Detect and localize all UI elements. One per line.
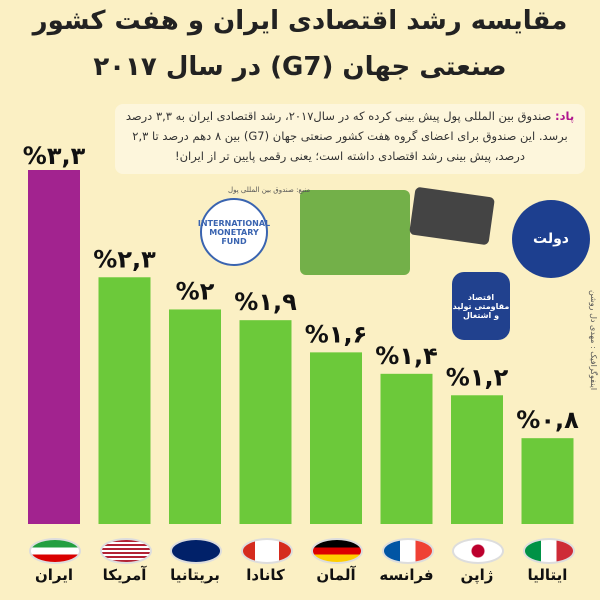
bar	[310, 352, 362, 524]
category-label: کانادا	[246, 566, 285, 584]
note-text: صندوق بین المللی پول پیش بینی کرده که در…	[125, 109, 568, 163]
source: منبع: صندوق بین المللی پول	[228, 186, 311, 194]
data-label: %۰,۸	[516, 406, 579, 434]
data-label: %۱,۲	[446, 363, 509, 391]
imf-logo: INTERNATIONAL MONETARY FUND	[198, 198, 270, 266]
category-label: بریتانیا	[170, 566, 220, 584]
flag-germany-icon	[311, 538, 363, 564]
bar	[451, 395, 503, 524]
flag-iran-icon	[29, 538, 81, 564]
category-label: فرانسه	[379, 566, 434, 584]
flag-japan-icon	[452, 538, 504, 564]
data-label: %۲	[176, 277, 215, 305]
dolat-logo: دولت	[512, 200, 590, 278]
bar	[239, 320, 292, 524]
bar	[380, 373, 433, 524]
money-stack-icon	[300, 190, 410, 275]
bar	[98, 277, 151, 524]
bar	[169, 309, 221, 524]
category-label: ایتالیا	[527, 566, 568, 584]
data-label: %۱,۴	[375, 342, 437, 370]
data-label: %۲,۳	[93, 245, 156, 273]
category-label: ژاپن	[460, 566, 494, 584]
flag-usa-icon	[99, 538, 152, 564]
credit: اینفوگرافیک : مهدی دل روشن	[589, 290, 598, 391]
category-label: ایران	[34, 566, 74, 584]
flag-italy-icon	[522, 538, 575, 564]
note-label: پاد:	[555, 109, 575, 123]
note-box: پاد: صندوق بین المللی پول پیش بینی کرده …	[115, 104, 585, 174]
bar	[28, 170, 80, 524]
eqtesad-logo: اقتصاد مقاومتی تولید و اشتغال	[452, 272, 510, 340]
title-line-2: صنعتی جهان (G7) در سال ۲۰۱۷	[93, 52, 507, 82]
data-label: %۱,۶	[305, 320, 367, 348]
bar	[521, 438, 574, 524]
data-label: %۱,۹	[234, 288, 297, 316]
title-line-1: مقایسه رشد اقتصادی ایران و هفت کشور	[32, 6, 568, 36]
data-label: %۳,۳	[23, 142, 86, 170]
flag-canada-icon	[240, 538, 293, 564]
category-label: آلمان	[316, 566, 356, 584]
category-label: آمریکا	[102, 566, 147, 584]
flag-france-icon	[381, 538, 434, 564]
flag-uk-icon	[170, 538, 222, 564]
